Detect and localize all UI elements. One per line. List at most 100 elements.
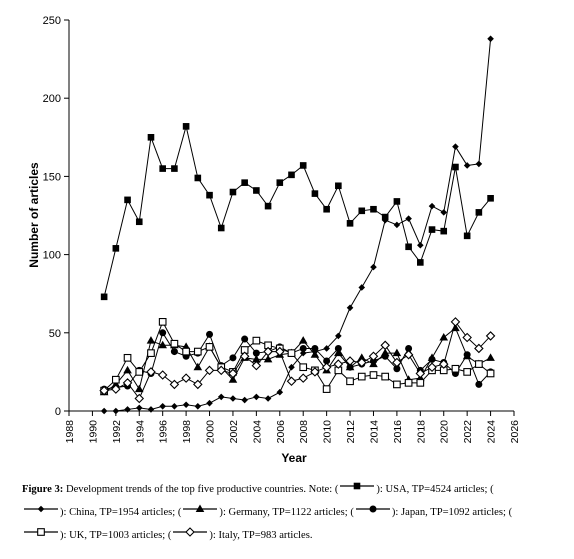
usa-point: [100, 293, 108, 301]
italy-point: [474, 343, 484, 354]
germany-point: [252, 354, 261, 363]
usa-point: [417, 259, 424, 266]
y-tick-label: 100: [43, 250, 61, 262]
japan-point: [159, 329, 167, 337]
italy-point: [228, 368, 238, 379]
legend-marker-graphic: [24, 505, 58, 513]
x-tick-label: 1992: [111, 420, 123, 444]
china-point: [335, 332, 342, 340]
italy-point: [122, 378, 133, 388]
italy-point: [368, 351, 379, 362]
italy-point: [216, 365, 227, 376]
italy-series: [99, 317, 496, 404]
uk-point: [357, 372, 366, 381]
italy-point: [403, 349, 414, 360]
usa-line: [103, 126, 491, 297]
italy-point: [485, 331, 496, 341]
japan-legend-marker: [355, 501, 391, 524]
italy-point: [251, 360, 262, 371]
uk-point: [381, 372, 390, 381]
germany-point: [357, 353, 367, 361]
caption-china: ): China, TP=1954 articles; (: [60, 507, 182, 519]
uk-point: [135, 368, 144, 376]
china-point: [381, 216, 389, 224]
germany-point: [486, 353, 495, 361]
legend-marker-graphic: [173, 527, 208, 537]
uk-line: [103, 320, 491, 392]
japan-point: [475, 380, 483, 388]
usa-point: [358, 207, 366, 215]
uk-series: [100, 318, 495, 395]
china-point: [417, 241, 424, 249]
japan-point: [323, 357, 331, 365]
x-tick-label: 2018: [415, 420, 427, 444]
x-tick-label: 2004: [251, 420, 263, 444]
japan-line: [104, 331, 491, 390]
china-point: [194, 403, 202, 410]
uk-point: [147, 349, 155, 357]
usa-point: [194, 174, 202, 182]
uk-point: [205, 343, 214, 351]
italy-point: [275, 346, 285, 357]
china-point: [253, 393, 260, 401]
x-tick-label: 1996: [158, 420, 170, 444]
legend-marker-symbol: [354, 482, 361, 490]
usa-point: [206, 191, 213, 199]
italy-point: [193, 379, 203, 390]
japan-point: [206, 330, 214, 338]
caption-italy: ): Italy, TP=983 articles.: [209, 530, 313, 542]
china-point: [475, 160, 483, 168]
china-point: [135, 404, 143, 412]
japan-point: [346, 363, 354, 371]
usa-series: [100, 123, 494, 301]
figure-caption: Figure 3: Development trends of the top …: [22, 478, 567, 547]
uk-point: [111, 375, 120, 384]
italy-point: [286, 376, 297, 387]
uk-point: [475, 360, 483, 368]
y-tick-label: 250: [43, 15, 61, 27]
uk-point: [299, 363, 308, 372]
series-layer: [99, 35, 496, 415]
usa-point: [253, 187, 260, 194]
uk-point: [193, 347, 202, 356]
japan-point: [229, 354, 237, 362]
uk-point: [287, 349, 296, 357]
x-tick-label: 2022: [462, 420, 474, 444]
x-tick-label: 2026: [509, 420, 521, 444]
italy-point: [450, 317, 461, 327]
germany-point: [392, 348, 402, 357]
china-point: [393, 221, 401, 229]
china-point: [264, 395, 272, 402]
y-tick-label: 0: [55, 406, 61, 418]
italy-point: [298, 373, 308, 383]
uk-point: [158, 318, 167, 326]
legend-marker-symbol: [185, 527, 196, 537]
uk-point: [252, 336, 261, 345]
china-point: [182, 401, 190, 409]
legend-marker-graphic: [183, 504, 218, 513]
caption-usa: ): USA, TP=4524 articles; (: [376, 484, 494, 495]
china-point: [405, 215, 412, 222]
caption-uk: ): UK, TP=1003 articles; (: [60, 530, 172, 542]
usa-point: [112, 245, 120, 252]
usa-point: [311, 190, 319, 197]
uk-point: [369, 371, 378, 379]
uk-point: [463, 368, 472, 376]
uk-point: [123, 353, 132, 362]
legend-marker-symbol: [196, 504, 205, 513]
japan-point: [252, 349, 260, 357]
china-point: [487, 35, 494, 43]
china-point: [288, 363, 295, 371]
germany-point: [158, 340, 167, 349]
usa-point: [135, 218, 143, 226]
uk-point: [170, 339, 179, 348]
germany-point: [334, 348, 343, 357]
x-tick-label: 2002: [228, 420, 240, 444]
china-point: [346, 304, 354, 312]
china-point: [229, 395, 237, 402]
legend-marker-symbol: [37, 505, 45, 513]
germany-point: [298, 336, 308, 344]
legend-marker-symbol: [37, 528, 45, 537]
germany-point: [263, 354, 273, 363]
germany-point: [193, 362, 203, 371]
